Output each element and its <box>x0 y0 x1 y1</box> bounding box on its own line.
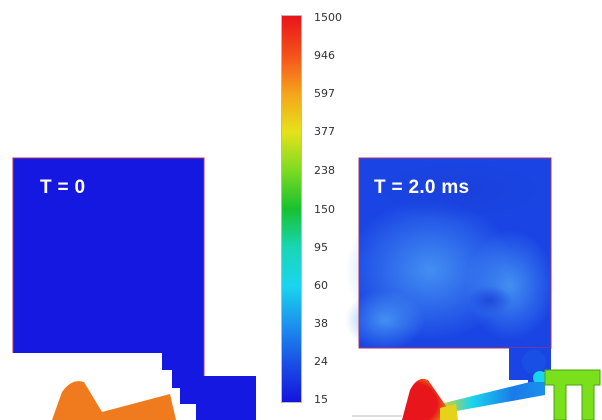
panel-time-label-left: T = 0 <box>40 177 86 198</box>
left-panel-geometry <box>12 157 256 420</box>
right-contour-blob <box>345 290 425 350</box>
colorbar-tick-label: 1500 <box>314 11 342 24</box>
right-hot-wedge <box>402 378 452 420</box>
colorbar-tick-label: 24 <box>314 355 328 368</box>
colorbar-tick-label: 38 <box>314 317 328 330</box>
right-nozzle-bubble <box>533 371 547 385</box>
colorbar-tick-label: 95 <box>314 241 328 254</box>
right-wedge-base <box>440 404 458 420</box>
panel-time-label-right: T = 2.0 ms <box>374 177 470 198</box>
left-hot-wedge-extension <box>102 394 176 420</box>
left-cold-chamber <box>13 158 256 420</box>
right-contour-blob <box>465 230 555 340</box>
right-pipe <box>440 382 545 414</box>
right-contour-blob <box>468 286 512 314</box>
left-chamber-outline <box>12 157 205 376</box>
colorbar-tick-label: 15 <box>314 393 328 406</box>
colorbar <box>281 15 302 403</box>
right-panel-geometry <box>345 157 601 420</box>
colorbar-tick-label: 377 <box>314 125 335 138</box>
colorbar-tick-label: 597 <box>314 87 335 100</box>
colorbar-tick-label: 150 <box>314 203 335 216</box>
right-chamber-outline <box>358 157 552 349</box>
right-nozzle-bubble <box>522 350 546 374</box>
colorbar-tick-label: 60 <box>314 279 328 292</box>
right-green-fitting <box>544 369 601 420</box>
right-contour-blob <box>370 160 550 220</box>
colorbar-tick-label: 238 <box>314 164 335 177</box>
colorbar-tick-label: 946 <box>314 49 335 62</box>
